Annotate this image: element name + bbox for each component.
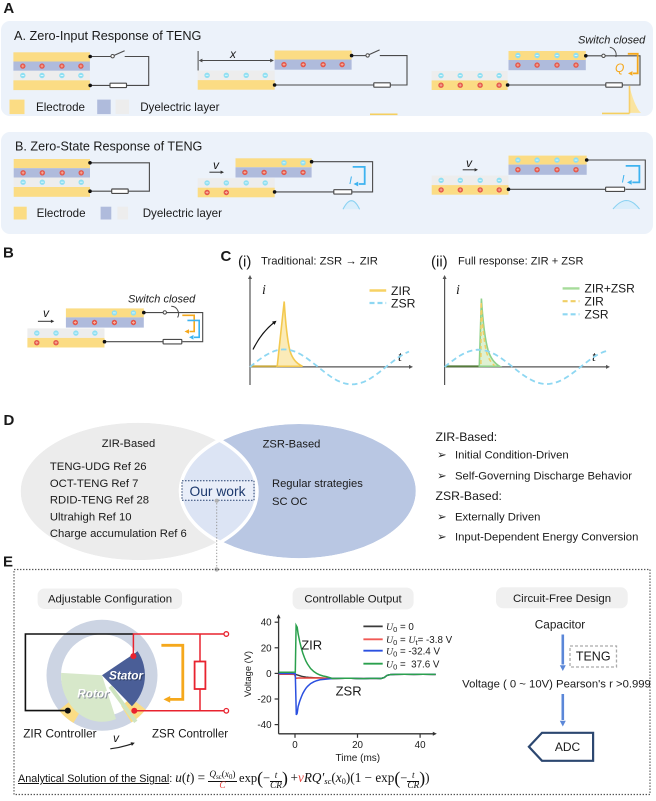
svg-text:Stator: Stator — [110, 670, 145, 684]
svg-text:ZSR: ZSR — [391, 296, 416, 310]
svg-text:ZIR-Based:: ZIR-Based: — [436, 430, 498, 444]
svg-text:C: C — [221, 248, 232, 265]
svg-text:ADC: ADC — [555, 740, 581, 754]
svg-text:B: B — [3, 244, 14, 261]
svg-text:U0 = 0: U0 = 0 — [386, 622, 414, 634]
svg-text:v: v — [466, 156, 473, 170]
svg-text:Circuit-Free Design: Circuit-Free Design — [513, 593, 611, 605]
svg-text:v: v — [213, 158, 220, 172]
svg-text:Electrode: Electrode — [36, 101, 85, 114]
svg-text:ZSR: ZSR — [585, 308, 609, 322]
svg-text:ZSR-Based: ZSR-Based — [263, 438, 321, 450]
svg-text:Stator: Stator — [109, 669, 144, 683]
svg-text:Voltage (V): Voltage (V) — [243, 651, 253, 697]
svg-text:i: i — [262, 283, 266, 298]
svg-text:➢: ➢ — [437, 470, 447, 482]
svg-text:-40: -40 — [257, 720, 272, 731]
svg-text:Ultrahigh Ref 10: Ultrahigh Ref 10 — [50, 511, 132, 523]
svg-text:ZSR Controller: ZSR Controller — [152, 729, 228, 741]
svg-text:ZIR-Based: ZIR-Based — [102, 438, 155, 450]
svg-text:ZIR: ZIR — [391, 284, 411, 298]
svg-text:I: I — [349, 175, 352, 187]
svg-text:Rotor: Rotor — [77, 686, 110, 700]
svg-text:Electrode: Electrode — [37, 207, 86, 220]
svg-text:ZIR Controller: ZIR Controller — [23, 727, 96, 741]
svg-text:Initial Condition-Driven: Initial Condition-Driven — [455, 450, 569, 462]
svg-text:SC OC: SC OC — [272, 496, 307, 508]
svg-text:Externally Driven: Externally Driven — [455, 511, 540, 523]
svg-text:Time (ms): Time (ms) — [335, 753, 380, 764]
svg-text:TENG: TENG — [576, 650, 611, 664]
svg-text:0: 0 — [266, 669, 272, 680]
svg-text:Self-Governing Discharge Behav: Self-Governing Discharge Behavior — [455, 470, 632, 482]
svg-text:(i): (i) — [238, 254, 251, 271]
svg-text:RDID-TENG Ref 28: RDID-TENG Ref 28 — [50, 495, 149, 507]
svg-text:Capacitor: Capacitor — [535, 618, 586, 632]
svg-text:Our work: Our work — [190, 484, 246, 499]
svg-text:t: t — [398, 350, 403, 365]
svg-text:Charge accumulation Ref 6: Charge accumulation Ref 6 — [50, 528, 187, 540]
svg-text:i: i — [456, 283, 460, 298]
svg-text:OCT-TENG Ref 7: OCT-TENG Ref 7 — [50, 478, 139, 490]
svg-text:20: 20 — [352, 740, 363, 751]
svg-text:Switch closed: Switch closed — [128, 294, 196, 306]
svg-text:Input-Dependent Energy Convers: Input-Dependent Energy Conversion — [455, 532, 638, 544]
svg-text:20: 20 — [261, 643, 272, 654]
svg-text:Adjustable Configuration: Adjustable Configuration — [48, 594, 172, 606]
svg-text:v: v — [43, 306, 50, 320]
svg-text:A. Zero-Input Response of TENG: A. Zero-Input Response of TENG — [14, 29, 201, 43]
svg-text:(ii): (ii) — [431, 254, 448, 271]
svg-text:-20: -20 — [257, 695, 272, 706]
svg-text:TENG-UDG Ref 26: TENG-UDG Ref 26 — [50, 461, 147, 473]
svg-text:ZIR+ZSR: ZIR+ZSR — [585, 282, 636, 296]
svg-text:40: 40 — [415, 740, 426, 751]
svg-text:ZIR: ZIR — [301, 638, 322, 653]
svg-text:➢: ➢ — [437, 532, 447, 544]
svg-text:v: v — [113, 731, 120, 745]
svg-text:40: 40 — [261, 618, 272, 629]
svg-text:Dyelectric layer: Dyelectric layer — [143, 207, 222, 220]
svg-text:Voltage ( 0 ~ 10V) Pearson's r: Voltage ( 0 ~ 10V) Pearson's r >0.999 — [462, 679, 651, 691]
svg-text:D: D — [4, 412, 15, 429]
svg-text:I: I — [622, 173, 625, 185]
svg-text:A: A — [3, 0, 14, 17]
svg-text:Regular strategies: Regular strategies — [272, 478, 363, 490]
svg-text:x: x — [229, 47, 237, 61]
svg-text:Controllable Output: Controllable Output — [304, 594, 402, 606]
svg-text:ZIR: ZIR — [585, 294, 605, 308]
svg-text:ZSR-Based:: ZSR-Based: — [436, 489, 502, 503]
svg-text:ZSR: ZSR — [336, 683, 362, 698]
svg-text:Switch closed: Switch closed — [578, 34, 646, 46]
svg-text:0: 0 — [292, 740, 298, 751]
svg-text:Rotor: Rotor — [78, 687, 111, 701]
svg-text:➢: ➢ — [437, 511, 447, 523]
svg-text:➢: ➢ — [437, 450, 447, 462]
svg-text:U0 = Ut= -3.8 V: U0 = Ut= -3.8 V — [386, 635, 453, 647]
svg-text:U0 = 37.6 V: U0 = 37.6 V — [386, 660, 440, 672]
svg-text:Dyelectric layer: Dyelectric layer — [140, 101, 219, 114]
svg-text:B. Zero-State Response of TENG: B. Zero-State Response of TENG — [15, 140, 202, 154]
svg-text:E: E — [3, 554, 13, 571]
svg-text:Traditional: ZSR → ZIR: Traditional: ZSR → ZIR — [261, 256, 378, 268]
svg-text:Q: Q — [615, 61, 624, 75]
svg-text:U0 = -32.4 V: U0 = -32.4 V — [386, 647, 440, 659]
svg-text:Full response: ZIR + ZSR: Full response: ZIR + ZSR — [458, 256, 583, 268]
